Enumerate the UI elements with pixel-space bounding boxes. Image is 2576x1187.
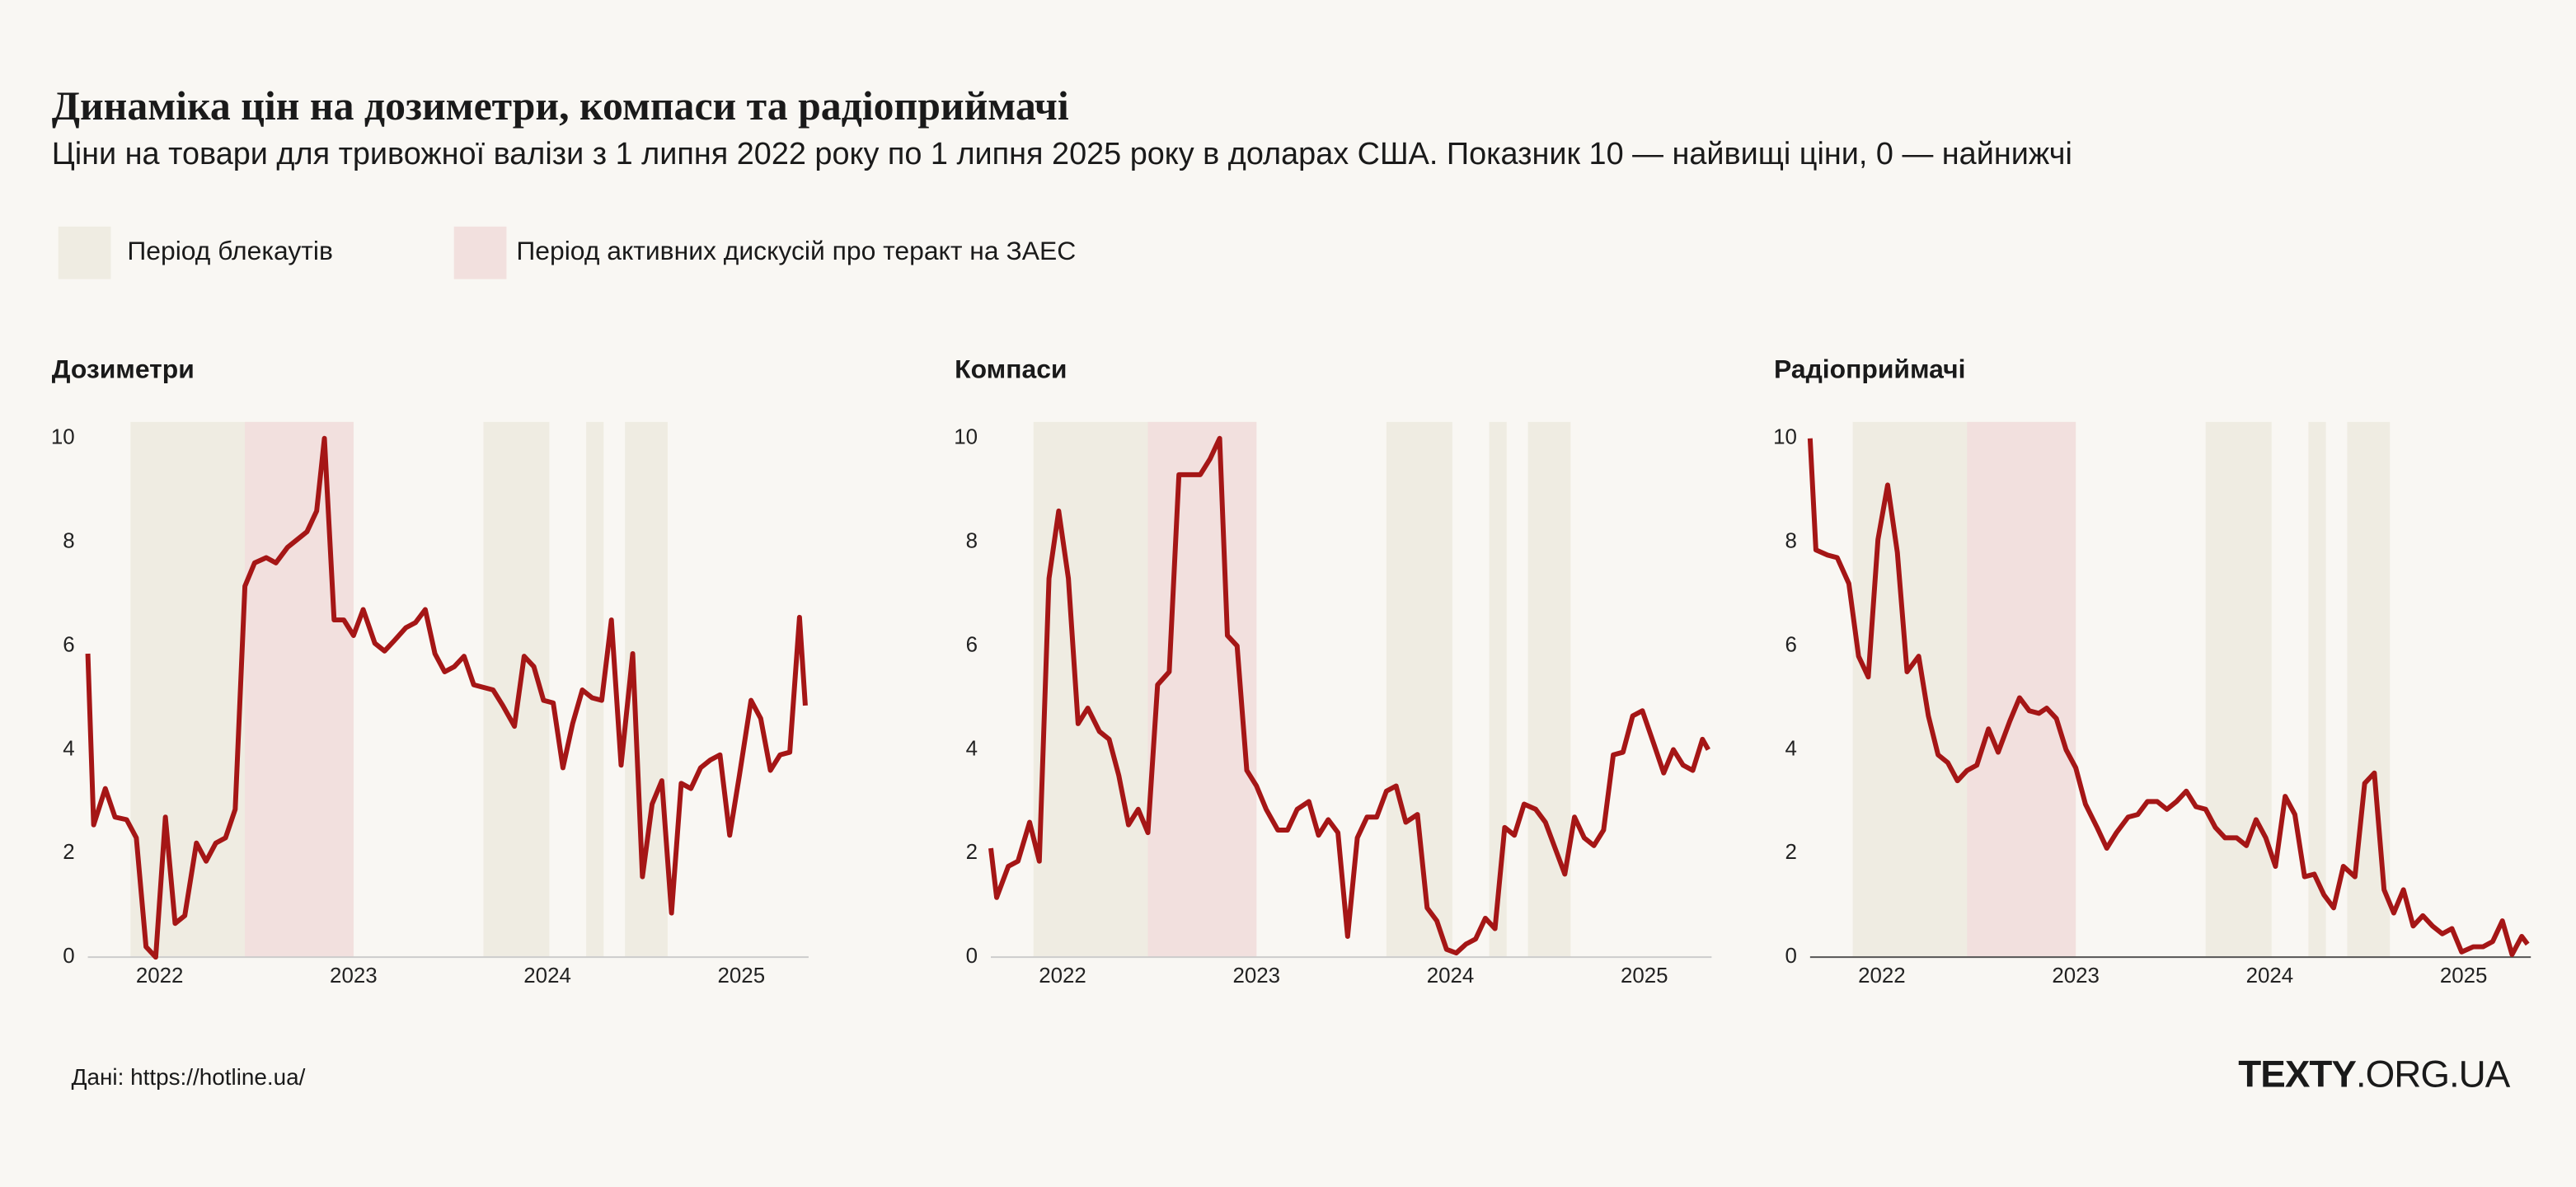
x-tick-label: 2023 — [1232, 964, 1280, 988]
legend-label: Період активних дискусій про теракт на З… — [516, 236, 1076, 265]
line — [988, 435, 1710, 956]
period-band — [2205, 421, 2272, 958]
x-tick-label: 2023 — [2052, 964, 2100, 988]
y-tick-label: 10 — [954, 426, 978, 449]
period-band — [1386, 421, 1452, 958]
y-tick-label: 4 — [63, 737, 74, 760]
x-tick-label: 2025 — [1621, 964, 1668, 988]
y-tick-label: 2 — [966, 841, 978, 864]
legend-label: Період блекаутів — [127, 236, 333, 265]
legend: Період блекаутів Період активних дискусій… — [58, 226, 1076, 279]
x-tick-label: 2022 — [136, 964, 184, 988]
source: Дані: https://hotline.ua/ — [72, 1064, 306, 1090]
period-band — [1527, 421, 1571, 958]
logo: TEXTY.ORG.UA — [2238, 1053, 2510, 1096]
x-tick-label: 2025 — [718, 964, 766, 988]
y-tick-label: 10 — [51, 426, 75, 449]
logo-rest: .ORG.UA — [2356, 1053, 2511, 1096]
x-tick-label: 2024 — [523, 964, 571, 988]
y-tick-label: 0 — [1785, 945, 1797, 968]
y-tick-label: 10 — [1773, 426, 1797, 449]
legend-swatch — [58, 226, 111, 279]
period-band — [1489, 421, 1507, 958]
x-tick-label: 2022 — [1858, 964, 1906, 988]
y-tick-label: 0 — [966, 945, 978, 968]
y-tick-label: 8 — [966, 530, 978, 553]
title: Динаміка цін на дозиметри, компаси та ра… — [52, 83, 1069, 129]
y-tick-label: 6 — [1785, 633, 1797, 656]
x-tick-label: 2023 — [330, 964, 378, 988]
y-tick-label: 6 — [966, 633, 978, 656]
chart-panel: Компаси 0 2 4 6 8 10 2022 2023 2024 2025 — [954, 354, 1712, 988]
y-tick-label: 4 — [1785, 737, 1797, 760]
chart-panel: Дозиметри 0 2 4 6 8 10 2022 2023 2024 2025 — [51, 354, 809, 988]
x-tick-label: 2022 — [1039, 964, 1086, 988]
x-tick-label: 2024 — [1427, 964, 1475, 988]
x-tick-label: 2025 — [2440, 964, 2488, 988]
x-tick-label: 2024 — [2246, 964, 2294, 988]
chart-title: Радіоприймачі — [1774, 354, 1965, 384]
chart-panel: Радіоприймачі 0 2 4 6 8 10 2022 2023 2024 2025 — [1773, 354, 2531, 988]
y-tick-label: 6 — [63, 633, 74, 656]
y-tick-label: 8 — [1785, 530, 1797, 553]
logo-bold: TEXTY — [2238, 1053, 2356, 1096]
period-band — [2308, 421, 2326, 958]
y-tick-label: 4 — [966, 737, 978, 760]
chart-title: Дозиметри — [52, 354, 195, 384]
chart-title: Компаси — [955, 354, 1067, 384]
y-tick-label: 2 — [63, 841, 74, 864]
subtitle: Ціни на товари для тривожної валізи з 1 … — [52, 137, 2072, 171]
line — [1807, 438, 2530, 958]
line — [85, 435, 808, 960]
period-band — [1967, 421, 2076, 958]
y-tick-label: 0 — [63, 945, 74, 968]
period-band — [586, 421, 604, 958]
legend-swatch — [453, 226, 507, 279]
y-tick-label: 8 — [63, 530, 74, 553]
period-band — [245, 421, 354, 958]
y-tick-label: 2 — [1785, 841, 1797, 864]
